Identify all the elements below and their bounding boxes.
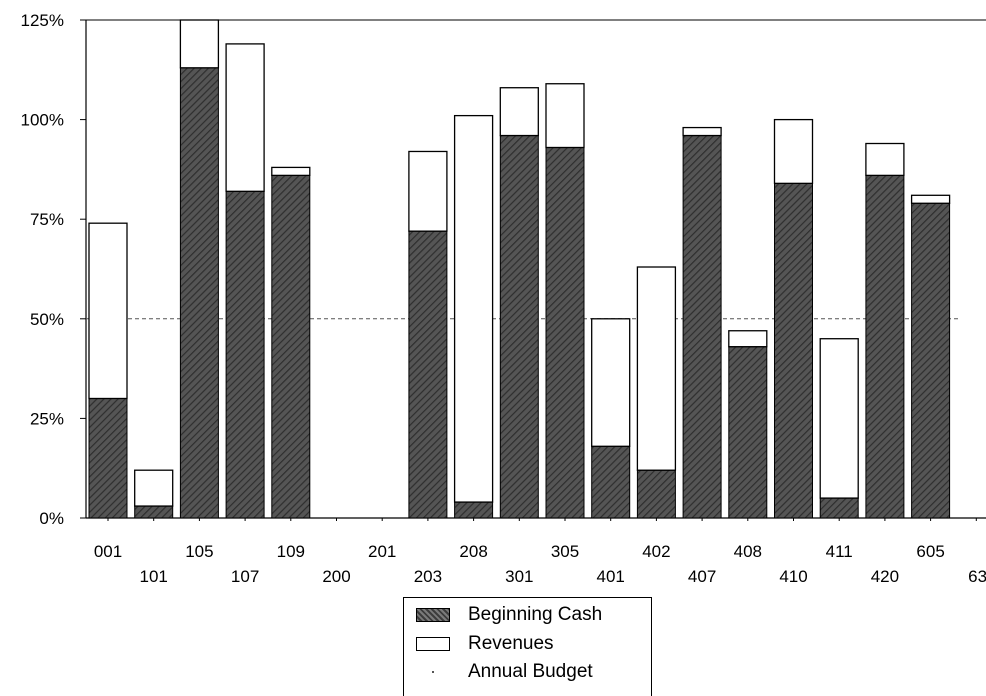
y-tick-label: 100% [21, 111, 64, 130]
bar-revenues-301 [499, 87, 539, 137]
bar-beginning-cash-305 [545, 146, 585, 519]
bar-revenues-305 [545, 83, 585, 149]
x-tick-label-201: 201 [368, 542, 396, 561]
y-tick-label: 125% [21, 11, 64, 30]
x-tick-label-420: 420 [871, 567, 899, 586]
x-tick-label-301: 301 [505, 567, 533, 586]
y-tick-label: 0% [39, 509, 64, 528]
bars [88, 19, 951, 519]
bar-beginning-cash-301 [499, 135, 539, 519]
beginning-cash-swatch [416, 608, 450, 622]
bar-beginning-cash-407 [682, 135, 722, 519]
y-tick-label: 50% [30, 310, 64, 329]
x-tick-label-401: 401 [597, 567, 625, 586]
x-tick-label-402: 402 [642, 542, 670, 561]
bar-beginning-cash-402 [636, 469, 676, 519]
revenues-swatch [416, 637, 450, 651]
x-axis: 001 101 105 107 109 200 201 203 208 301 305 401 402 4… [94, 542, 986, 586]
bar-revenues-605 [910, 194, 951, 204]
annual-budget-swatch [416, 665, 450, 679]
bar-revenues-101 [134, 469, 174, 507]
x-tick-label-208: 208 [459, 542, 487, 561]
bar-beginning-cash-408 [728, 346, 768, 519]
bar-beginning-cash-107 [225, 190, 265, 519]
bar-beginning-cash-411 [819, 497, 859, 519]
chart: 0% 25% 50% 75% 100% 125% 001 101 105 107 109 200 20… [21, 11, 986, 586]
bar-beginning-cash-410 [774, 182, 813, 519]
bar-revenues-105 [179, 19, 220, 69]
bar-revenues-420 [865, 142, 905, 177]
bar-beginning-cash-101 [134, 505, 174, 519]
x-tick-label-101: 101 [140, 567, 168, 586]
bar-revenues-107 [225, 43, 265, 192]
y-axis: 0% 25% 50% 75% 100% 125% [21, 11, 64, 528]
bar-beginning-cash-605 [911, 202, 951, 519]
bar-revenues-109 [271, 166, 311, 177]
bar-revenues-203 [408, 150, 448, 232]
legend-item-beginning-cash: Beginning Cash [416, 604, 602, 626]
x-tick-label-109: 109 [277, 542, 305, 561]
x-tick-label-200: 200 [322, 567, 350, 586]
bar-revenues-208 [453, 114, 494, 503]
y-tick-label: 25% [30, 409, 64, 428]
bar-revenues-402 [636, 266, 677, 471]
bar-beginning-cash-401 [591, 445, 631, 519]
legend-label: Beginning Cash [468, 604, 603, 625]
x-tick-label-203: 203 [414, 567, 442, 586]
bar-revenues-407 [682, 126, 722, 137]
legend: Beginning Cash Revenues Annual Budget [403, 597, 652, 696]
x-tick-label-107: 107 [231, 567, 259, 586]
bar-revenues-410 [773, 118, 814, 184]
bar-revenues-001 [88, 222, 128, 400]
bar-beginning-cash-203 [408, 230, 448, 519]
bar-revenues-401 [591, 318, 631, 447]
x-tick-label-408: 408 [734, 542, 762, 561]
legend-item-annual-budget: Annual Budget [416, 661, 593, 683]
bar-revenues-411 [819, 338, 859, 499]
legend-label: Annual Budget [468, 661, 593, 682]
legend-item-revenues: Revenues [416, 633, 554, 655]
x-tick-label-001: 001 [94, 542, 122, 561]
legend-label: Revenues [468, 633, 554, 654]
x-tick-label-305: 305 [551, 542, 579, 561]
bar-beginning-cash-001 [88, 397, 128, 519]
x-tick-label-605: 605 [916, 542, 944, 561]
bar-beginning-cash-105 [179, 67, 219, 519]
bar-beginning-cash-420 [865, 174, 905, 519]
x-tick-label-411: 411 [826, 542, 853, 561]
x-tick-label-407: 407 [688, 567, 716, 586]
x-tick-label-105: 105 [185, 542, 213, 561]
x-tick-label-631: 631 [968, 567, 986, 586]
bar-beginning-cash-208 [454, 501, 494, 519]
y-tick-label: 75% [30, 210, 64, 229]
x-tick-label-410: 410 [779, 567, 807, 586]
bar-beginning-cash-109 [271, 174, 311, 519]
bar-revenues-408 [728, 330, 768, 348]
